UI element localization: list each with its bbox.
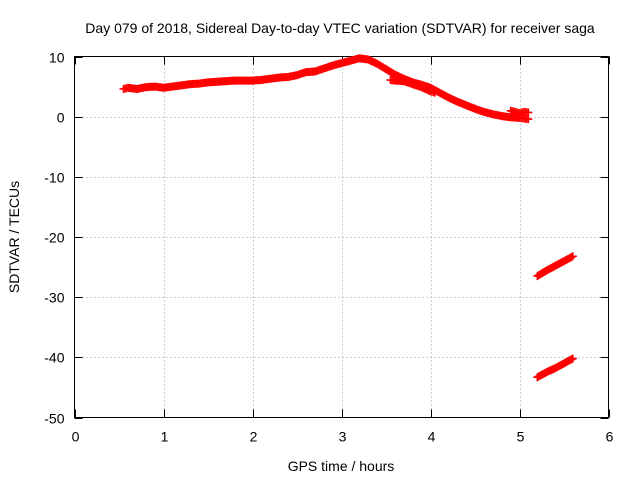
tick-layer: 0 1 2 3 4 5 6 -50 -40 -30 -20 -10 0 10 xyxy=(44,50,613,445)
y-tick-label: -30 xyxy=(44,290,64,306)
x-axis-label: GPS time / hours xyxy=(288,458,395,474)
data-point xyxy=(568,252,577,261)
y-tick-label: -10 xyxy=(44,170,64,186)
x-tick-label: 0 xyxy=(72,429,80,445)
y-axis-label: SDTVAR / TECUs xyxy=(6,181,22,293)
series-main-trace xyxy=(119,54,533,124)
x-tick-label: 2 xyxy=(250,429,258,445)
y-tick-label: -40 xyxy=(44,350,64,366)
data-point xyxy=(568,354,577,363)
x-tick-label: 1 xyxy=(161,429,169,445)
series-offset-trace-lower xyxy=(533,354,577,382)
series-offset-trace-upper xyxy=(533,252,577,281)
x-tick-label: 6 xyxy=(606,429,614,445)
y-tick-label: -50 xyxy=(44,411,64,427)
y-tick-label: 0 xyxy=(57,110,65,126)
y-tick-label: -20 xyxy=(44,230,64,246)
data-point xyxy=(524,108,533,117)
y-tick-label: 10 xyxy=(49,50,65,66)
series-secondary-trace xyxy=(386,76,439,97)
grid-layer xyxy=(74,56,609,418)
x-tick-label: 3 xyxy=(339,429,347,445)
plot-frame xyxy=(74,56,609,418)
x-tick-label: 4 xyxy=(428,429,436,445)
data-point xyxy=(430,88,439,97)
x-tick-label: 5 xyxy=(517,429,525,445)
chart-title: Day 079 of 2018, Sidereal Day-to-day VTE… xyxy=(85,20,595,36)
series-end-cluster xyxy=(506,106,533,118)
data-layer xyxy=(119,54,577,382)
